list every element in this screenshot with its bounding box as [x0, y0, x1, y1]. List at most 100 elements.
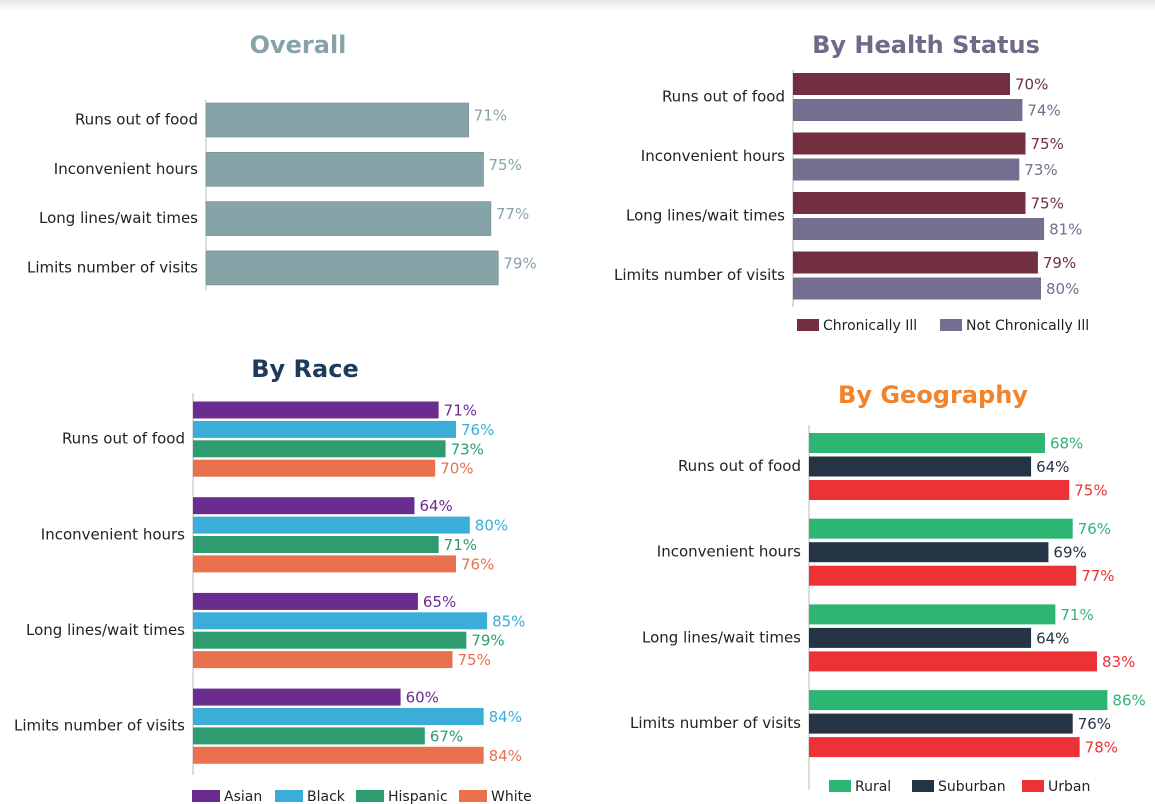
legend-label: White — [491, 789, 532, 804]
value-label: 75% — [489, 156, 522, 174]
value-label: 71% — [444, 402, 477, 420]
category-label: Limits number of visits — [614, 266, 785, 284]
value-label: 65% — [423, 593, 456, 611]
value-label: 64% — [419, 497, 452, 515]
value-label: 79% — [471, 632, 504, 650]
bar — [809, 542, 1049, 563]
bar — [205, 250, 499, 286]
bar — [193, 401, 439, 419]
bar — [809, 713, 1073, 734]
bar — [809, 565, 1077, 586]
bar — [809, 627, 1032, 648]
legend-swatch — [912, 780, 934, 792]
value-label: 64% — [1036, 458, 1069, 476]
chart-title: By Geography — [838, 381, 1028, 409]
bar — [809, 433, 1045, 453]
bar — [793, 277, 1041, 300]
bar — [193, 555, 456, 573]
bar — [193, 727, 425, 745]
legend-label: Black — [307, 789, 346, 804]
value-label: 84% — [489, 747, 522, 765]
bar — [205, 201, 492, 236]
bar — [193, 651, 453, 669]
bar — [793, 218, 1045, 240]
category-label: Limits number of visits — [27, 258, 198, 276]
bar — [809, 737, 1080, 758]
bar — [205, 152, 484, 187]
value-label: 71% — [444, 536, 477, 554]
legend-label: Urban — [1048, 779, 1090, 795]
value-label: 75% — [1031, 135, 1064, 153]
category-label: Limits number of visits — [14, 717, 185, 735]
value-label: 79% — [1043, 254, 1076, 272]
legend-swatch — [797, 319, 819, 331]
legend-swatch — [940, 319, 962, 331]
bar — [193, 708, 484, 725]
category-label: Runs out of food — [75, 111, 198, 129]
category-label: Long lines/wait times — [626, 207, 785, 225]
bar — [193, 688, 401, 706]
bar — [793, 99, 1023, 121]
value-label: 76% — [461, 421, 494, 439]
legend-swatch — [459, 790, 487, 802]
bar — [193, 440, 446, 458]
value-label: 73% — [1024, 161, 1057, 179]
top-shadow — [0, 0, 1155, 12]
category-label: Limits number of visits — [630, 714, 801, 732]
chart-title: By Race — [251, 355, 358, 383]
value-label: 76% — [1078, 520, 1111, 538]
bar — [809, 690, 1108, 711]
legend-label: Rural — [855, 779, 891, 795]
bar — [193, 746, 484, 764]
value-label: 75% — [458, 651, 491, 669]
value-label: 75% — [1074, 482, 1107, 500]
value-label: 67% — [430, 727, 463, 745]
category-label: Long lines/wait times — [642, 628, 801, 646]
value-label: 70% — [1015, 76, 1048, 94]
bar — [193, 459, 436, 477]
category-label: Long lines/wait times — [26, 621, 185, 639]
legend-swatch — [192, 790, 220, 802]
bar — [809, 651, 1098, 672]
value-label: 60% — [406, 689, 439, 707]
legend-label: Chronically Ill — [823, 318, 917, 334]
bar — [205, 102, 470, 138]
value-label: 86% — [1112, 692, 1145, 710]
bar — [193, 631, 467, 649]
bar — [793, 73, 1010, 95]
value-label: 76% — [1078, 715, 1111, 733]
legend-label: Suburban — [938, 779, 1006, 795]
bar — [193, 592, 418, 610]
legend-swatch — [829, 780, 851, 792]
value-label: 71% — [1060, 606, 1093, 624]
category-label: Runs out of food — [62, 430, 185, 448]
bar — [193, 516, 470, 534]
value-label: 71% — [474, 107, 507, 125]
category-label: Inconvenient hours — [641, 147, 785, 165]
bar — [793, 251, 1038, 274]
value-label: 74% — [1027, 102, 1060, 120]
value-label: 85% — [492, 612, 525, 630]
chart-title: Overall — [250, 31, 347, 59]
bar — [793, 192, 1026, 214]
legend-label: Not Chronically Ill — [966, 318, 1089, 334]
bar — [193, 420, 456, 438]
value-label: 77% — [496, 205, 529, 223]
value-label: 77% — [1081, 567, 1114, 585]
value-label: 80% — [1046, 280, 1079, 298]
bar — [809, 604, 1056, 625]
category-label: Long lines/wait times — [39, 209, 198, 227]
category-label: Inconvenient hours — [54, 160, 198, 178]
value-label: 68% — [1050, 435, 1083, 453]
legend-swatch — [356, 790, 384, 802]
value-label: 69% — [1053, 544, 1086, 562]
value-label: 78% — [1085, 739, 1118, 757]
legend-swatch — [275, 790, 303, 802]
value-label: 70% — [440, 460, 473, 478]
bar — [809, 518, 1073, 539]
legend-label: Asian — [224, 789, 262, 804]
value-label: 64% — [1036, 629, 1069, 647]
category-label: Runs out of food — [662, 88, 785, 106]
value-label: 76% — [461, 555, 494, 573]
